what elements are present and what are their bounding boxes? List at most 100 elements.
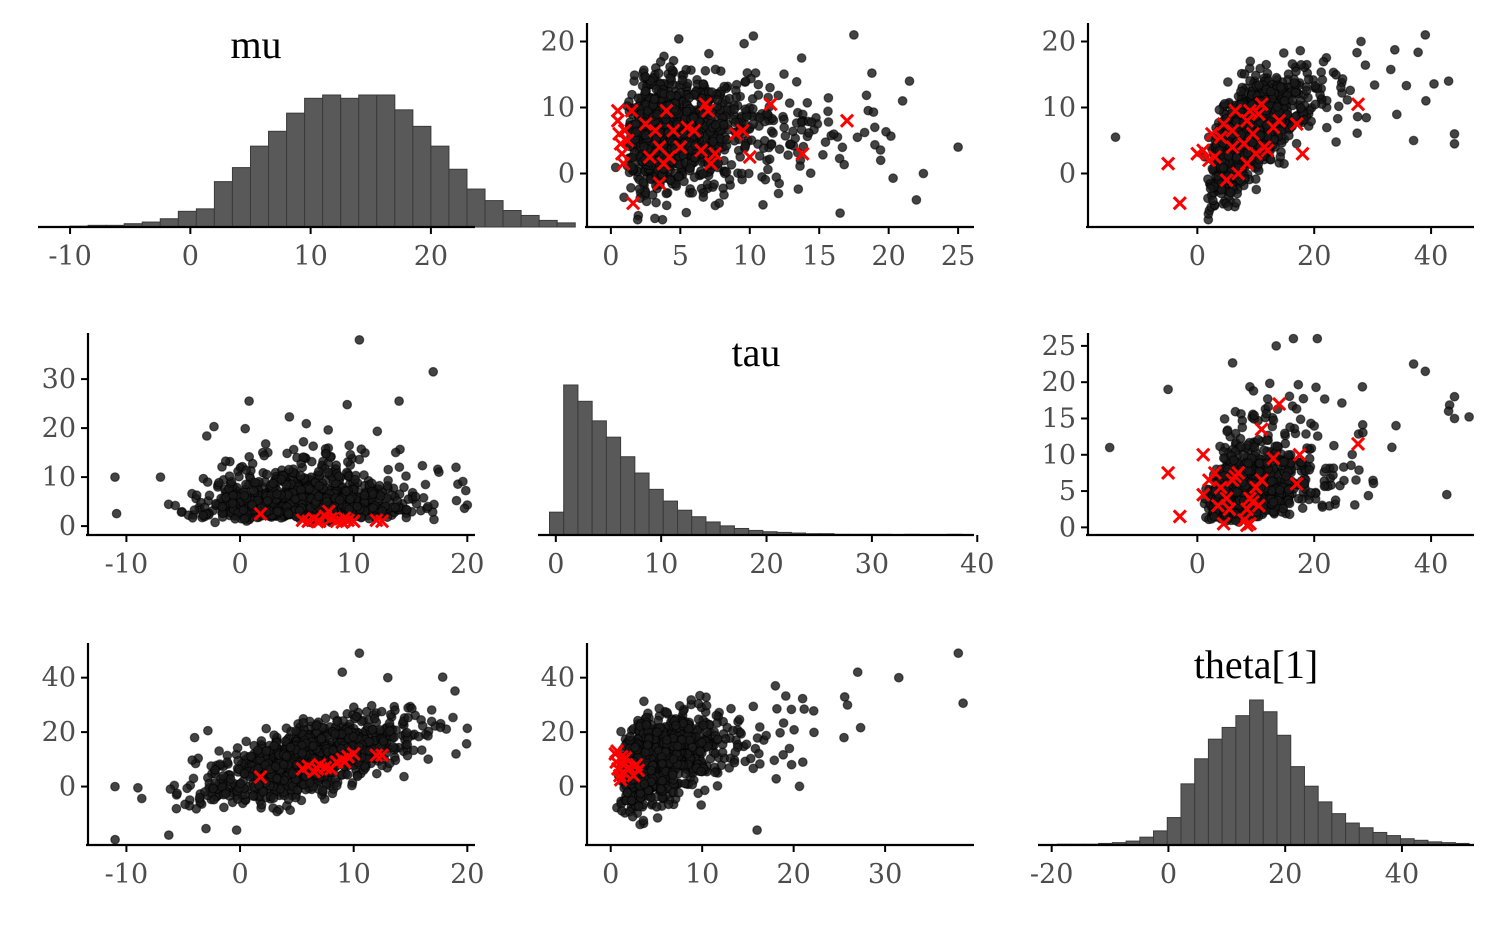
scatter-point	[1333, 101, 1344, 112]
scatter-point	[333, 471, 344, 482]
scatter-point	[640, 86, 651, 97]
scatter-point	[629, 70, 640, 80]
scatter-point	[1163, 384, 1173, 395]
scatter-point	[802, 97, 813, 108]
histogram-bar	[556, 222, 576, 228]
scatter-point	[1316, 67, 1327, 78]
scatter-point	[1349, 500, 1360, 510]
scatter-point	[451, 462, 461, 473]
scatter-point	[630, 118, 641, 129]
divergent-marker	[1350, 436, 1366, 452]
scatter-point	[1278, 503, 1288, 514]
scatter-point	[1279, 428, 1290, 439]
scatter-point	[1250, 174, 1261, 185]
scatter-point	[1295, 103, 1306, 113]
scatter-point	[390, 502, 401, 513]
scatter-point	[281, 723, 292, 734]
scatter-point	[1331, 137, 1341, 147]
y-tick-label: 10	[42, 462, 76, 493]
scatter-point	[1449, 391, 1460, 402]
scatter-point	[1238, 449, 1249, 460]
panel-title: mu	[230, 22, 281, 67]
scatter-point	[1228, 455, 1239, 466]
histogram-bar	[322, 94, 342, 228]
scatter-point	[793, 184, 804, 195]
scatter-point	[698, 79, 709, 89]
scatter-point	[651, 197, 661, 208]
scatter-point	[783, 150, 793, 161]
scatter-point	[1361, 112, 1372, 123]
histogram-bar	[605, 436, 622, 536]
scatter-point	[171, 803, 182, 814]
divergent-marker	[1350, 97, 1366, 112]
scatter-point	[1287, 95, 1298, 106]
scatter-point	[1278, 48, 1289, 58]
x-tick-label: 10	[733, 241, 767, 272]
divergent-marker	[1172, 509, 1187, 524]
scatter-point	[1363, 490, 1374, 501]
scatter-point	[298, 452, 309, 463]
y-tick-label: 20	[541, 27, 575, 58]
scatter-point	[1227, 358, 1238, 368]
histogram-bar	[466, 188, 486, 228]
scatter-point	[627, 152, 638, 163]
scatter-point	[434, 467, 444, 478]
x-tick-label: 15	[802, 241, 836, 272]
scatter-point	[1265, 86, 1276, 97]
scatter-point	[262, 495, 273, 506]
scatter-point	[1360, 60, 1371, 70]
y-tick-label: 20	[1042, 27, 1076, 58]
x-tick-label: 25	[941, 241, 975, 272]
scatter-point	[1413, 47, 1423, 58]
scatter-point	[698, 192, 709, 203]
scatter-point	[284, 412, 295, 422]
scatter-point	[1262, 394, 1273, 404]
scatter-point	[1305, 487, 1316, 498]
scatter-point	[1205, 183, 1216, 194]
scatter-point	[342, 399, 353, 410]
scatter-point	[710, 119, 721, 130]
scatter-point	[191, 490, 202, 501]
scatter-point	[394, 396, 405, 407]
scatter-point	[1441, 489, 1452, 500]
x-tick-label: 20	[871, 241, 905, 272]
scatter-point	[714, 198, 725, 209]
scatter-point	[295, 470, 306, 481]
scatter-point	[655, 56, 666, 67]
x-tick-label: 30	[855, 549, 889, 580]
scatter-point	[1295, 45, 1306, 56]
scatter-point	[712, 95, 723, 106]
x-tick-label: -10	[48, 241, 91, 272]
scatter-point	[250, 477, 261, 488]
scatter-point	[788, 126, 798, 137]
scatter-point	[1296, 59, 1306, 70]
scatter-point	[1304, 464, 1315, 475]
histogram-bar	[412, 125, 432, 228]
scatter-point	[282, 448, 293, 459]
scatter-point	[401, 504, 412, 515]
scatter-point	[719, 189, 729, 200]
scatter-point	[217, 501, 228, 512]
divergent-marker	[610, 103, 625, 118]
scatter-point	[241, 465, 252, 476]
scatter-point	[308, 441, 319, 452]
scatter-point	[1351, 475, 1361, 485]
divergent-marker	[1172, 196, 1187, 211]
scatter-point	[372, 426, 383, 437]
scatter-point	[681, 207, 692, 218]
scatter-point	[740, 104, 751, 115]
scatter-point	[1279, 456, 1289, 467]
scatter-point	[1298, 393, 1309, 404]
scatter-point	[344, 440, 355, 451]
scatter-point	[462, 723, 473, 734]
histogram-bar	[394, 109, 414, 228]
scatter-point	[1272, 441, 1283, 452]
scatter-point	[1328, 463, 1339, 474]
scatter-point	[780, 130, 791, 141]
scatter-point	[1281, 471, 1291, 482]
scatter-point	[1291, 138, 1302, 149]
